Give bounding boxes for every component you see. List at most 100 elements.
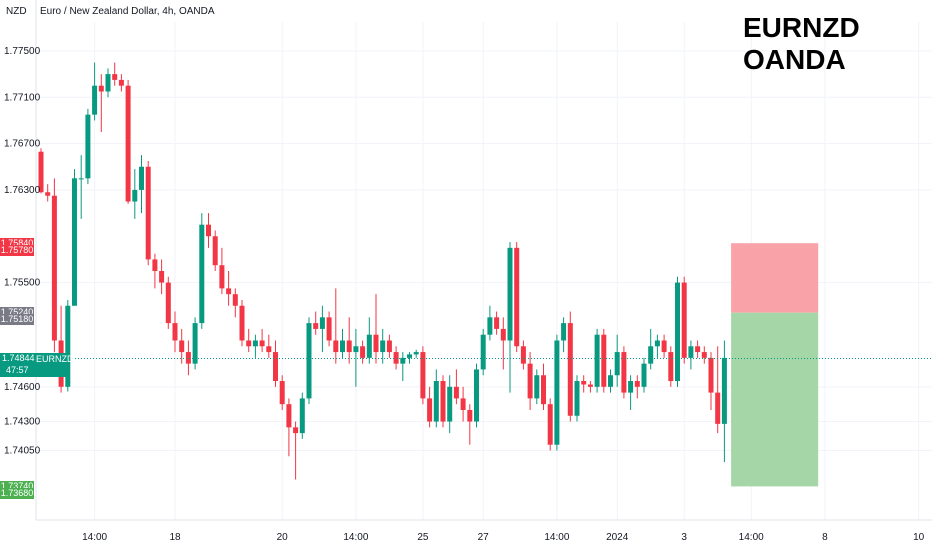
candle (715, 346, 721, 434)
candle-body (641, 363, 647, 387)
candle (494, 311, 500, 335)
candle-body (172, 323, 178, 341)
candle (614, 334, 620, 387)
candle-body (628, 381, 634, 393)
candle (145, 160, 151, 266)
candle-body (514, 247, 520, 347)
candle (306, 317, 312, 405)
candle (574, 375, 580, 422)
candle (273, 340, 278, 387)
candle-body (594, 334, 600, 387)
candle (500, 317, 506, 370)
x-tick-label: 14:00 (343, 532, 368, 543)
candle (427, 386, 433, 428)
candle-body (668, 352, 674, 382)
candle (420, 346, 426, 405)
candle (286, 398, 292, 457)
candle-body (474, 369, 479, 422)
candle (547, 398, 553, 451)
candle (393, 346, 399, 370)
candle-body (346, 340, 352, 353)
candle (360, 340, 366, 364)
candle (266, 334, 272, 358)
candle-body (333, 340, 339, 353)
candle (65, 299, 71, 392)
y-tick-label: 1.77100 (4, 92, 41, 103)
x-tick-label: 14:00 (739, 532, 764, 543)
candle-body (72, 178, 77, 306)
candle (346, 317, 352, 364)
candle (527, 352, 533, 410)
candle (380, 328, 386, 364)
candle (413, 349, 419, 358)
candle-body (581, 381, 587, 385)
candle (668, 346, 674, 387)
candle (366, 317, 372, 364)
y-tick-label: 1.74050 (4, 446, 41, 457)
candle (460, 386, 466, 422)
candle-body (212, 236, 218, 266)
y-tick-label: 1.74600 (4, 382, 41, 393)
candle (78, 155, 84, 219)
candle-body (534, 375, 540, 399)
candle (105, 68, 111, 98)
x-tick-label: 14:00 (82, 532, 107, 543)
candle (246, 328, 252, 353)
candle (259, 328, 265, 353)
candle-body (413, 352, 419, 355)
position-zones[interactable] (731, 243, 819, 487)
candle (199, 213, 205, 329)
price-axis[interactable]: 1.77500 1.77100 1.76700 1.76300 1.75500 1.746… (4, 0, 41, 520)
candle (353, 328, 359, 387)
candle-body (185, 352, 191, 364)
candle-body (259, 340, 265, 347)
candle-body (507, 247, 513, 341)
candle (681, 276, 687, 364)
candle-body (306, 323, 312, 399)
symbol-price-tag[interactable]: 1.74844 EURNZD 47:57 (0, 352, 74, 377)
candle (601, 328, 607, 393)
candle-body (648, 346, 654, 364)
candle (38, 148, 44, 194)
x-tick-label: 2024 (606, 532, 629, 543)
candle-body (206, 224, 211, 237)
symbol-watermark-line1: EURNZD (743, 12, 860, 43)
candle (333, 288, 339, 364)
candle-body (326, 317, 332, 341)
candle-body (319, 317, 325, 329)
candle (159, 259, 165, 295)
candle (695, 340, 701, 358)
price-tag: 1.73680 (0, 487, 34, 499)
candle (319, 305, 325, 353)
price-tag: 1.73740 (0, 480, 34, 492)
candle (85, 108, 91, 185)
x-tick-label: 27 (478, 532, 490, 543)
candle (72, 169, 77, 306)
candle (232, 288, 238, 318)
candle (179, 328, 185, 364)
candle (621, 346, 627, 399)
candle-body (701, 352, 707, 358)
candle (45, 184, 51, 202)
time-axis[interactable]: 14:00 18 20 14:00 25 27 14:00 2024 3 14:00 8 10 (36, 519, 932, 543)
candle (340, 328, 345, 358)
candle-body (78, 178, 84, 180)
candle (125, 79, 131, 204)
candle-body (145, 166, 151, 260)
stop-loss-zone[interactable] (731, 243, 819, 313)
take-profit-zone[interactable] (731, 312, 819, 487)
candle-body (252, 340, 258, 347)
candle-body (299, 398, 305, 434)
candle (480, 328, 486, 376)
candle-body (527, 363, 533, 399)
candle-body (159, 271, 165, 283)
candle-body (380, 340, 386, 353)
candle-body (393, 352, 399, 364)
candle-body (614, 352, 620, 376)
candles (38, 62, 727, 480)
candle (139, 155, 144, 214)
candle-body (366, 334, 372, 358)
candle-body (286, 404, 292, 428)
candle-body (601, 334, 607, 387)
